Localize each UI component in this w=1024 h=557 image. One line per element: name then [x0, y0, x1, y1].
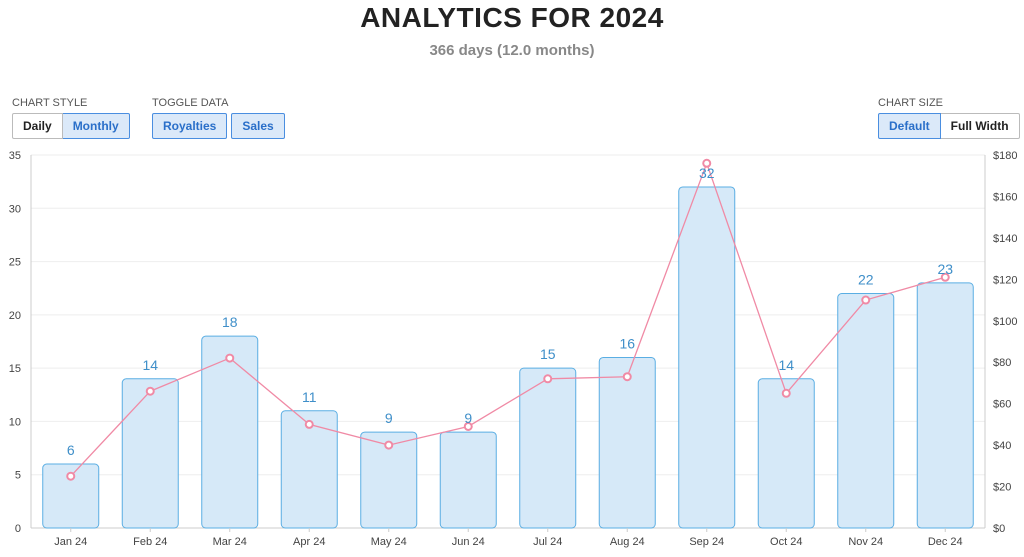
y-right-tick-label: $120	[993, 274, 1017, 286]
chart-size-label: CHART SIZE	[878, 97, 943, 109]
y-right-tick-label: $40	[993, 440, 1011, 452]
sales-line	[70, 161, 946, 477]
y-right-tick-label: $180	[993, 150, 1017, 162]
toggle-data-label: TOGGLE DATA	[152, 97, 229, 109]
bar	[598, 356, 656, 529]
y-right-tick-label: $20	[993, 482, 1011, 494]
y-right-tick-label: $60	[993, 399, 1011, 411]
bar-value-label: 23	[937, 261, 953, 277]
y-right-tick-label: $160	[993, 191, 1017, 203]
line-point	[66, 471, 76, 481]
bar-value-label: 14	[142, 357, 158, 373]
x-tick-label: Mar 24	[213, 536, 247, 548]
line-point	[304, 419, 314, 429]
bar-value-label: 14	[778, 357, 794, 373]
line-point	[781, 388, 791, 398]
y-left-tick-label: 10	[9, 416, 21, 428]
line-point	[622, 372, 632, 382]
bar	[519, 367, 577, 529]
toggle-data-group: TOGGLE DATA Royalties Sales	[152, 97, 285, 139]
default-size-button[interactable]: Default	[878, 113, 941, 139]
x-tick-label: Dec 24	[928, 536, 963, 548]
y-right-tick-label: $100	[993, 316, 1017, 328]
bar-value-label: 18	[222, 314, 238, 330]
y-left-tick-label: 30	[9, 203, 21, 215]
line-point	[861, 295, 871, 305]
bar	[757, 378, 815, 529]
bar-value-label: 11	[302, 389, 317, 405]
bar-value-label: 22	[858, 272, 874, 288]
x-tick-label: Oct 24	[770, 536, 802, 548]
bar	[439, 431, 497, 529]
bar	[837, 293, 895, 529]
line-point	[940, 272, 950, 282]
x-tick-label: Feb 24	[133, 536, 167, 548]
date-range-subtitle: 366 days (12.0 months)	[429, 42, 595, 59]
x-tick-label: Sep 24	[689, 536, 724, 548]
bar	[121, 378, 179, 529]
bar-value-label: 15	[540, 346, 556, 362]
x-tick-label: Jul 24	[533, 536, 562, 548]
x-tick-label: Jun 24	[452, 536, 485, 548]
y-left-tick-label: 5	[15, 470, 21, 482]
x-tick-label: May 24	[371, 536, 407, 548]
chart-style-group: CHART STYLE Daily Monthly	[12, 97, 130, 139]
line-point	[463, 421, 473, 431]
chart-style-label: CHART STYLE	[12, 97, 88, 109]
sales-button[interactable]: Sales	[231, 113, 285, 139]
bar-value-label: 32	[699, 165, 715, 181]
page-title: ANALYTICS FOR 2024	[360, 2, 664, 33]
x-tick-label: Nov 24	[848, 536, 883, 548]
line-point	[225, 353, 235, 363]
bar-value-label: 6	[67, 442, 75, 458]
y-right-tick-label: $140	[993, 233, 1017, 245]
royalties-button[interactable]: Royalties	[152, 113, 228, 139]
line-point	[543, 374, 553, 384]
x-tick-label: Aug 24	[610, 536, 645, 548]
line-point	[384, 440, 394, 450]
y-right-tick-label: $80	[993, 357, 1011, 369]
analytics-chart: 0 5 10 15 20 25 30 35 $0 $20 $40 $60 $80 $100 $120 $140…	[9, 150, 1018, 548]
full-width-button[interactable]: Full Width	[940, 113, 1020, 139]
y-left-tick-label: 20	[9, 310, 21, 322]
line-point	[145, 386, 155, 396]
y-right-tick-label: $0	[993, 523, 1005, 535]
bar	[201, 335, 259, 529]
y-left-tick-label: 35	[9, 150, 21, 162]
y-left-tick-label: 25	[9, 257, 21, 269]
x-tick-label: Jan 24	[54, 536, 87, 548]
line-point	[702, 158, 712, 168]
bar-value-label: 9	[385, 410, 393, 426]
bar	[678, 186, 736, 529]
chart-size-group: CHART SIZE Default Full Width	[878, 97, 1020, 139]
monthly-button[interactable]: Monthly	[62, 113, 130, 139]
x-tick-label: Apr 24	[293, 536, 325, 548]
bar	[916, 282, 974, 529]
y-left-tick-label: 15	[9, 363, 21, 375]
bar-value-label: 16	[619, 335, 635, 351]
bar-value-label: 9	[464, 410, 472, 426]
y-left-tick-label: 0	[15, 523, 21, 535]
daily-button[interactable]: Daily	[12, 113, 63, 139]
